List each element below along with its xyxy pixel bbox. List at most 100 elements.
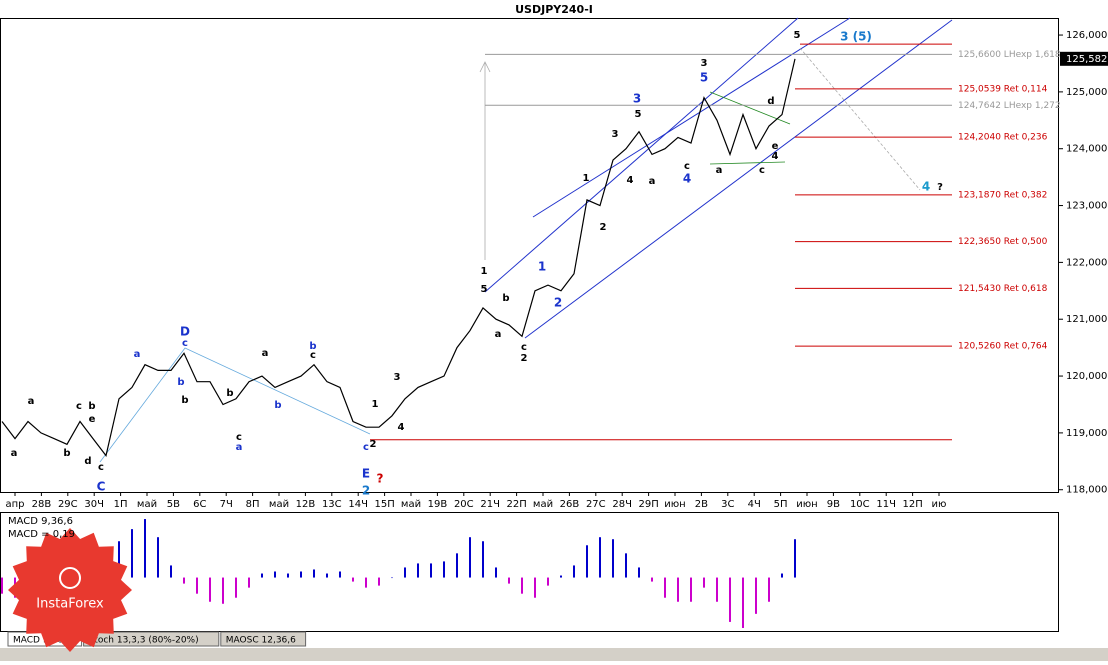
wave-label: e (772, 141, 779, 152)
macd-bar (352, 577, 354, 582)
macd-bar (768, 577, 770, 602)
wave-label: a (716, 165, 723, 176)
price-tag-label: 125,582 (1066, 54, 1107, 65)
y-tick-label: 121,000 (1066, 314, 1107, 325)
macd-bar (326, 573, 328, 578)
x-tick-label: май (401, 499, 421, 510)
wave-label: c (236, 432, 242, 443)
y-tick-label: 122,000 (1066, 257, 1107, 268)
macd-bar (417, 563, 419, 578)
x-tick-label: 6С (193, 499, 206, 510)
macd-bar (183, 577, 185, 584)
macd-bar (274, 571, 276, 578)
x-tick-label: 1П (114, 499, 128, 510)
x-tick-label: 2В (695, 499, 708, 510)
x-tick-label: 19В (428, 499, 448, 510)
macd-bar (794, 539, 796, 578)
wave-label: 3 (701, 58, 708, 69)
wave-label: ? (937, 182, 943, 193)
x-tick-label: 10С (850, 499, 870, 510)
chart-title: USDJPY240-I (515, 3, 593, 16)
x-tick-label: 30Ч (84, 499, 104, 510)
channel-line (532, 17, 851, 218)
x-tick-label: июн (664, 499, 685, 510)
macd-bar (508, 577, 510, 584)
macd-bar (547, 577, 549, 586)
macd-bar (391, 577, 393, 579)
x-tick-label: 7Ч (220, 499, 233, 510)
wave-label: a (649, 176, 656, 187)
wave-label: b (177, 377, 184, 388)
tab-label: Stoch 13,3,3 (80%-20%) (89, 636, 199, 646)
x-tick-label: 26В (560, 499, 580, 510)
wave-label: a (495, 329, 502, 340)
macd-bar (313, 569, 315, 578)
x-tick-label: 11Ч (876, 499, 896, 510)
y-tick-label: 125,000 (1066, 87, 1107, 98)
wave-label: 4 (683, 172, 691, 186)
macd-bar (339, 571, 341, 578)
macd-bar (404, 567, 406, 578)
macd-bar (612, 539, 614, 578)
wave-label: E (362, 467, 370, 481)
x-tick-label: 15П (374, 499, 394, 510)
wave-label: 5 (794, 30, 801, 41)
macd-bar (222, 577, 224, 604)
wave-label: b (274, 400, 281, 411)
macd-bar (690, 577, 692, 602)
macd-bar (703, 577, 705, 588)
x-tick-label: 29П (638, 499, 658, 510)
channel (484, 17, 953, 339)
macd-bar (742, 577, 744, 628)
wave-label: c (363, 442, 369, 453)
triangle-line (709, 161, 786, 165)
fib-label: 125,6600 LHexp 1,618 (958, 50, 1061, 60)
x-tick-label: 27С (586, 499, 606, 510)
wave-label: d (767, 96, 774, 107)
wave-label: 2 (600, 222, 607, 233)
x-tick-label: 21Ч (480, 499, 500, 510)
wave-label: 5 (635, 109, 642, 120)
wave-label: b (502, 293, 509, 304)
x-tick-label: 3С (721, 499, 734, 510)
wave-label: D (180, 325, 190, 339)
macd-panel (0, 512, 1059, 632)
macd-bar (716, 577, 718, 602)
macd-bar (170, 565, 172, 578)
price-tag (1060, 51, 1108, 66)
x-tick-label: ию (932, 499, 947, 510)
x-tick-label: 14Ч (348, 499, 368, 510)
tab-label: MAOSC 12,36,6 (226, 636, 296, 646)
macd-bar (235, 577, 237, 598)
indicator-readout: MACD = 0,19 (8, 529, 75, 540)
wave-label: 1 (372, 399, 379, 410)
logo-icon (59, 567, 81, 589)
price-line (1, 58, 796, 457)
x-tick-label: 4Ч (748, 499, 761, 510)
macd-bar (664, 577, 666, 598)
macd-bar (131, 529, 133, 578)
x-tick-label: 8П (246, 499, 260, 510)
wave-label: c (759, 165, 765, 176)
wave-line (99, 347, 371, 463)
wave-label: c (684, 161, 690, 172)
macd-bar (261, 573, 263, 578)
fib-label: 122,3650 Ret 0,500 (958, 237, 1048, 247)
x-tick-label: июн (796, 499, 817, 510)
wave-label: C (97, 480, 106, 494)
wave-label: 1 (481, 266, 488, 277)
x-tick-label: 29С (58, 499, 78, 510)
wave-label: a (236, 442, 243, 453)
indicator-title: MACD 9,36,6 (8, 516, 73, 527)
wave-label: 3 (394, 372, 401, 383)
x-tick-label: 12В (296, 499, 316, 510)
arrow-head (479, 61, 491, 73)
macd-bar (1, 577, 3, 594)
macd-bar (495, 567, 497, 578)
macd-bar (573, 565, 575, 578)
x-tick-label: апр (5, 499, 24, 510)
x-tick-label: май (533, 499, 553, 510)
wave-label: b (181, 395, 188, 406)
macd-bar (443, 561, 445, 578)
price-panel (0, 18, 1059, 493)
